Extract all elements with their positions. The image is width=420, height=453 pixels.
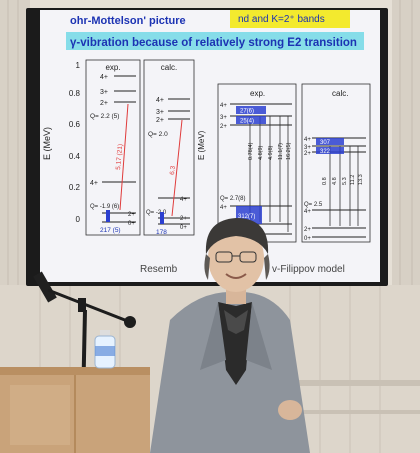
left-calc-transition-label: 6.3 (169, 165, 177, 175)
left-calc-level-0plus: 0+ (180, 225, 187, 231)
right-exp-boxed-3: 312(7) (238, 214, 255, 220)
left-exp-level-4plus-gs: 4+ (90, 180, 98, 187)
right-exp-boxed-2: 25(4) (240, 119, 254, 125)
left-exp-level-2plus-gs: 2+ (128, 212, 135, 218)
y-tick-0.4: 0.4 (69, 152, 81, 161)
speaker-hair (205, 218, 269, 254)
right-calc-box2 (316, 147, 344, 154)
left-calc-level-4plus-gs: 4+ (180, 197, 187, 203)
right-exp-trans-2: 4.8(9) (258, 145, 264, 160)
left-exp-level-3plus: 3+ (100, 89, 108, 96)
right-y-axis-label: E (MeV) (197, 130, 206, 160)
left-calc-label: calc. (161, 63, 177, 72)
right-exp-boxed-1: 27(6) (240, 109, 254, 115)
right-calc-level-0plus: 0+ (304, 236, 311, 242)
y-axis-label: E (MeV) (42, 127, 52, 160)
right-calc-trans-3: 5.3 (342, 177, 348, 185)
right-calc-trans-2: 4.8 (332, 177, 338, 185)
y-tick-0: 0 (76, 215, 81, 224)
right-calc-trans-1: 0.8 (322, 177, 328, 185)
left-calc-level-2plus-gs: 2+ (180, 216, 187, 222)
right-calc-level-4plus: 4+ (304, 137, 311, 143)
right-calc-box1 (316, 138, 344, 145)
water-bottle (94, 330, 116, 369)
right-calc-boxed-1: 307 (320, 140, 331, 146)
right-calc-trans-4: 11.2 (350, 175, 356, 185)
y-tick-1: 1 (76, 61, 81, 70)
right-calc-trans-5: 13.3 (358, 174, 364, 185)
right-calc-level-3plus: 3+ (304, 145, 311, 151)
right-calc-level-2plus: 2+ (304, 151, 311, 157)
left-calc-box (143, 59, 195, 236)
banner-top (230, 10, 350, 28)
right-calc-level-4plus-gs: 4+ (304, 209, 311, 215)
left-calc-q-top: Q= 2.0 (148, 131, 168, 138)
right-calc-label: calc. (332, 89, 348, 98)
speaker (150, 218, 310, 453)
left-calc-level-3plus: 3+ (156, 109, 164, 116)
gamma-title: γ-vibration because of relatively strong… (70, 37, 357, 49)
right-exp-trans-5: 16.2(5) (286, 142, 292, 160)
slide-footer-right: v-Filippov model (272, 264, 345, 275)
left-exp-label: exp. (105, 63, 120, 72)
right-exp-box1 (236, 106, 266, 114)
right-exp-level-4plus: 4+ (220, 103, 227, 109)
left-calc-blue-bar (160, 212, 164, 224)
left-calc-level-2plus: 2+ (156, 117, 164, 124)
slide-footer-left: Resemb (140, 264, 178, 275)
left-exp-blue-bar (106, 210, 110, 222)
left-exp-level-0plus: 0+ (128, 221, 135, 227)
right-exp-box2 (236, 116, 266, 124)
right-calc-q: Q= 2.5 (304, 202, 323, 208)
banner-top-text: nd and K=2⁺ bands (238, 14, 325, 25)
left-exp-q-top: Q= 2.2 (5) (90, 113, 119, 120)
slide-title-top: ohr-Mottelson' picture (70, 15, 186, 27)
speaker-glasses (215, 251, 257, 263)
left-exp-bottom-value: 217 (5) (100, 227, 121, 234)
y-tick-0.6: 0.6 (69, 120, 81, 129)
right-exp-level-4plus-gs: 4+ (220, 205, 227, 211)
right-calc-boxed-2: 322 (320, 149, 331, 155)
right-exp-level-2plus: 2+ (220, 124, 227, 130)
y-tick-0.2: 0.2 (69, 183, 81, 192)
left-exp-transition-label: 5.17 (21) (115, 144, 124, 171)
left-exp-level-4plus: 4+ (100, 74, 108, 81)
left-calc-bottom-value: 178 (156, 229, 167, 236)
left-exp-box (85, 59, 141, 236)
gamma-banner (66, 32, 364, 50)
speaker-face (208, 224, 264, 292)
right-exp-label: exp. (250, 89, 265, 98)
right-exp-trans-1: 0.78(4) (248, 142, 254, 160)
right-exp-level-3plus: 3+ (220, 115, 227, 121)
right-exp-trans-4: 11.1(7) (278, 143, 284, 160)
left-calc-q-bottom: Q= -2.0 (146, 210, 167, 216)
right-calc-box (301, 83, 371, 243)
left-exp-level-2plus: 2+ (100, 100, 108, 107)
y-tick-0.8: 0.8 (69, 89, 81, 98)
left-exp-transition-line (119, 103, 129, 211)
podium (0, 367, 150, 453)
left-exp-q-bottom: Q= -1.9 (6) (90, 204, 119, 210)
right-exp-q: Q= 2.7(8) (220, 196, 246, 202)
left-calc-level-4plus: 4+ (156, 97, 164, 104)
left-calc-transition-line (171, 119, 183, 217)
right-calc-level-2plus-gs: 2+ (304, 227, 311, 233)
right-exp-trans-3: 4.9(8) (268, 145, 274, 160)
